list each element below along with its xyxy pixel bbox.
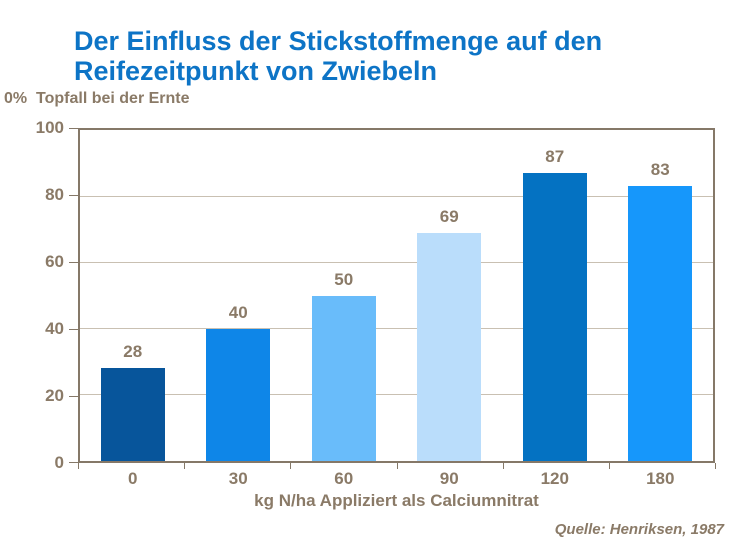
x-tick-label-120: 120: [540, 469, 569, 488]
x-tick-mark-0: [78, 463, 79, 469]
y-tick-label-100: 100: [35, 118, 64, 137]
y-axis-title: 0% Topfall bei der Ernte: [4, 90, 190, 107]
bar-30: [206, 328, 271, 461]
x-tick-mark-2: [290, 463, 291, 469]
gridline-60: [80, 261, 713, 263]
y-tick-label-0: 0: [54, 453, 64, 472]
bar-90: [417, 232, 482, 461]
y-tick-mark-0: [69, 462, 78, 463]
x-tick-label-30: 30: [228, 469, 248, 488]
bar-value-label-120: 87: [545, 147, 565, 167]
bar-120: [522, 173, 587, 461]
y-tick-mark-60: [69, 262, 78, 263]
gridline-80: [80, 195, 713, 197]
x-tick-label-180: 180: [646, 469, 675, 488]
plot-area: 28 40 50 69 87 83: [78, 128, 715, 463]
y-tick-mark-40: [69, 329, 78, 330]
x-tick-mark-6: [715, 463, 716, 469]
bar-value-label-30: 40: [228, 302, 248, 322]
x-tick-mark-4: [503, 463, 504, 469]
chart-title-line2: Reifezeitpunkt von Zwiebeln: [74, 56, 438, 86]
chart-title: Der Einfluss der Stickstoffmenge auf den…: [74, 26, 602, 86]
y-tick-label-20: 20: [45, 386, 64, 405]
bar-60: [311, 295, 376, 461]
x-tick-label-0: 0: [128, 469, 138, 488]
x-tick-label-90: 90: [439, 469, 459, 488]
gridline-20: [80, 394, 713, 396]
x-tick-label-60: 60: [334, 469, 354, 488]
chart-title-line1: Der Einfluss der Stickstoffmenge auf den: [74, 26, 603, 56]
bar-0: [100, 368, 165, 461]
x-tick-mark-3: [397, 463, 398, 469]
y-tick-mark-100: [69, 128, 78, 129]
bar-value-label-90: 69: [439, 206, 459, 226]
y-tick-label-80: 80: [45, 185, 64, 204]
x-tick-mark-1: [184, 463, 185, 469]
x-tick-mark-5: [609, 463, 610, 469]
gridline-40: [80, 328, 713, 330]
bar-value-label-60: 50: [334, 269, 354, 289]
x-axis-title: kg N/ha Appliziert als Calciumnitrat: [254, 491, 539, 510]
y-tick-label-40: 40: [45, 319, 64, 338]
y-tick-mark-80: [69, 195, 78, 196]
source-citation: Quelle: Henriksen, 1987: [554, 521, 724, 538]
bar-value-label-0: 28: [123, 342, 143, 362]
y-tick-label-60: 60: [45, 252, 64, 271]
bar-180: [628, 186, 693, 461]
y-tick-mark-20: [69, 396, 78, 397]
bar-value-label-180: 83: [650, 160, 670, 180]
